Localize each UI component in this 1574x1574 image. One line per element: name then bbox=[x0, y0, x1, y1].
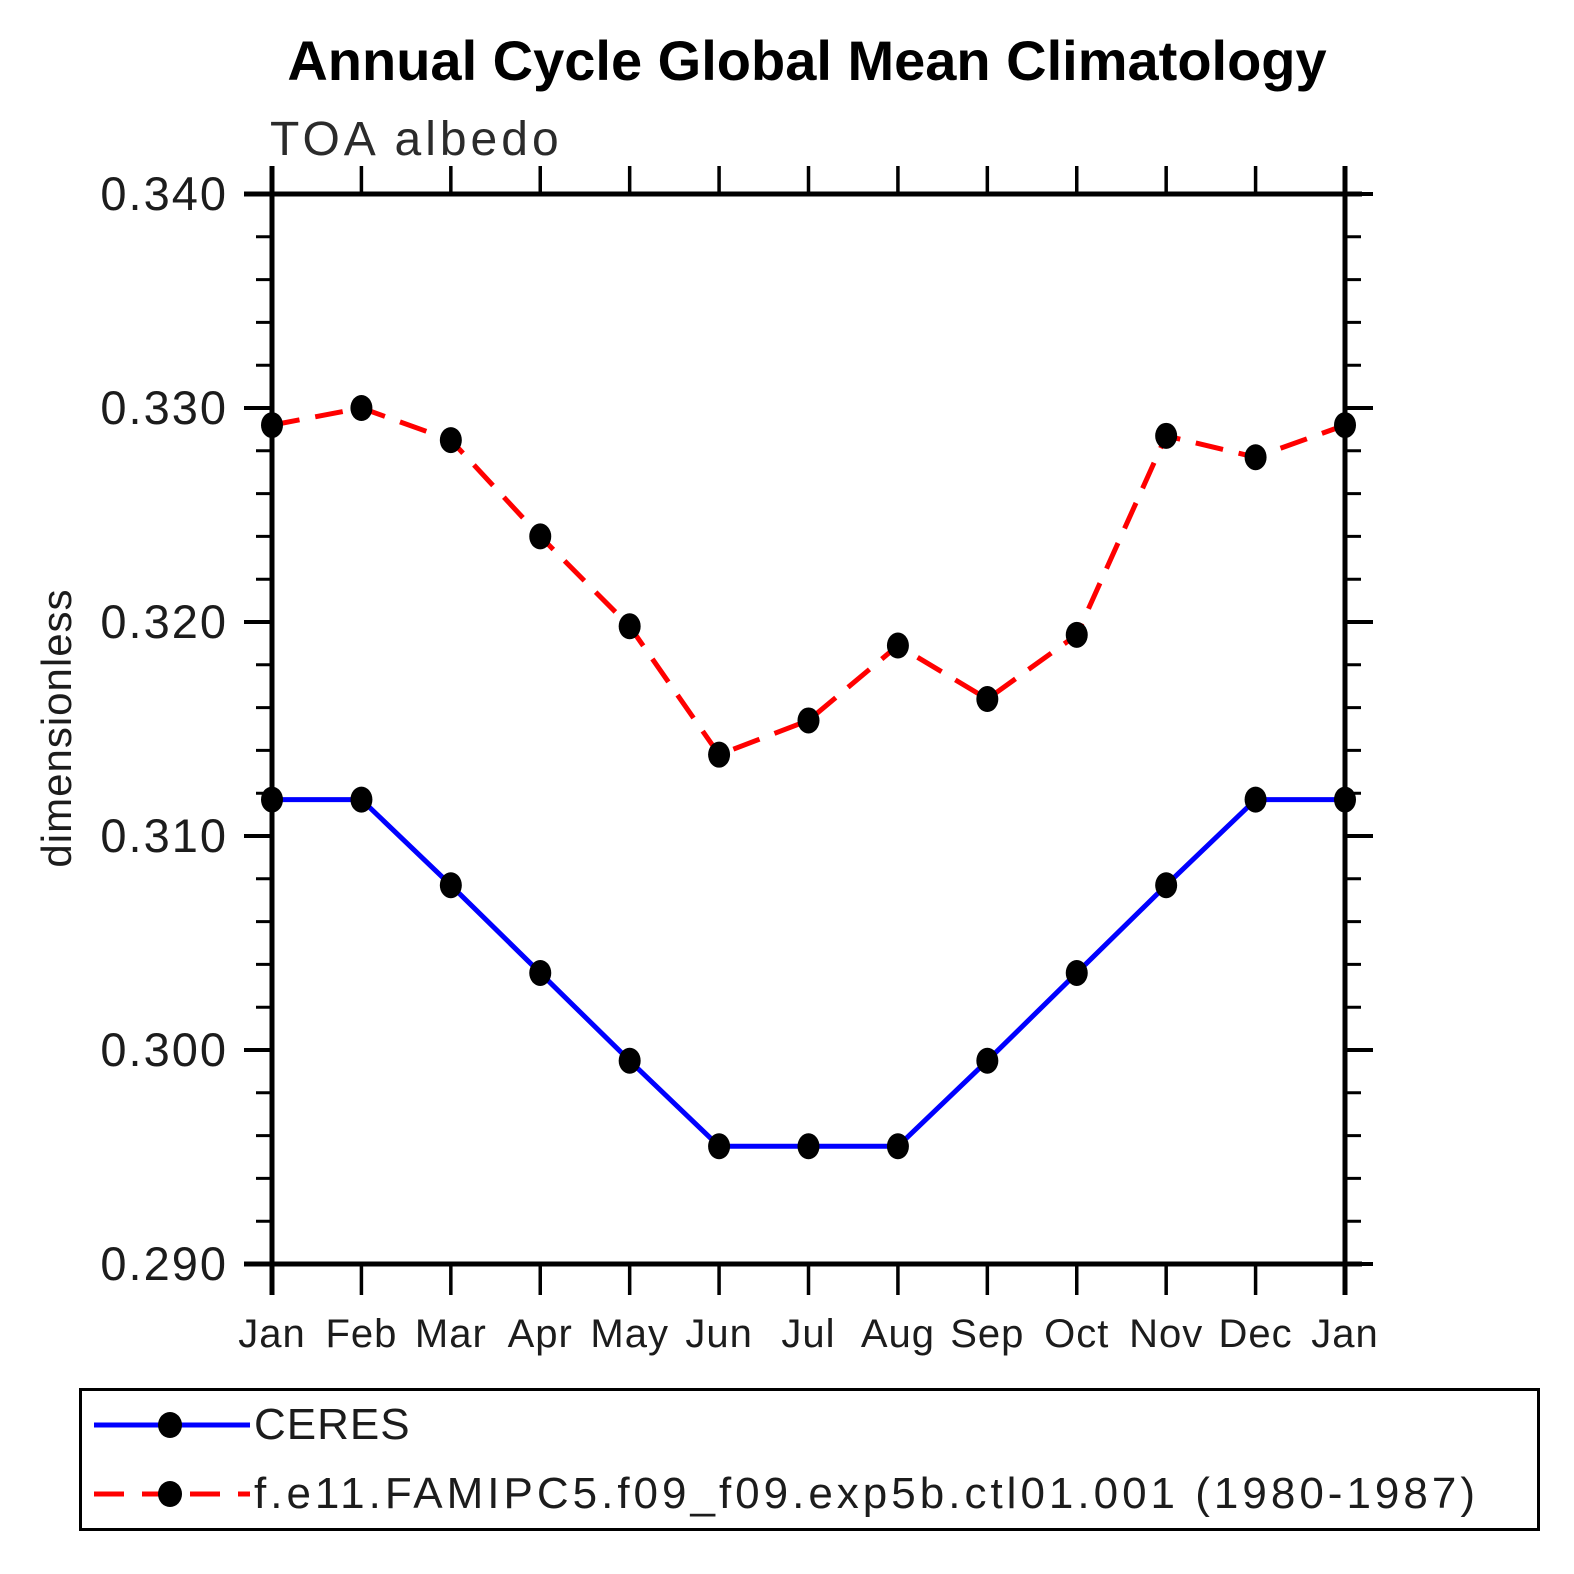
x-tick-label: Mar bbox=[415, 1312, 487, 1356]
model-data-point-marker bbox=[976, 686, 999, 713]
ceres-data-point-marker bbox=[439, 872, 462, 899]
y-tick-label: 0.330 bbox=[100, 381, 228, 434]
y-tick-label: 0.290 bbox=[100, 1237, 228, 1290]
y-tick-label: 0.320 bbox=[100, 595, 228, 648]
y-tick-label: 0.340 bbox=[100, 167, 228, 220]
model-data-point-marker bbox=[1244, 444, 1267, 471]
x-tick-label: Jun bbox=[685, 1312, 753, 1356]
ceres-data-point-marker bbox=[1244, 786, 1267, 813]
x-tick-label: Jan bbox=[238, 1312, 306, 1356]
series-model-line bbox=[271, 405, 1346, 758]
series-ceres-line bbox=[272, 797, 1345, 1149]
x-tick-label: May bbox=[590, 1312, 669, 1356]
model-data-point-marker bbox=[1155, 422, 1178, 449]
legend-box: CERES f.e11.FAMIPC5.f09_f09.exp5b.ctl01.… bbox=[79, 1388, 1540, 1531]
legend-dashed-line-icon bbox=[94, 1480, 250, 1507]
model-data-point-marker bbox=[618, 613, 641, 640]
x-tick-label: Sep bbox=[950, 1312, 1024, 1356]
ceres-data-point-marker bbox=[618, 1047, 641, 1074]
model-data-point-marker bbox=[708, 741, 731, 768]
ceres-data-point-marker bbox=[1155, 872, 1178, 899]
x-tick-label: Aug bbox=[861, 1312, 935, 1356]
ceres-data-point-marker bbox=[350, 786, 373, 813]
ceres-data-point-marker bbox=[261, 786, 283, 813]
ceres-data-point-marker bbox=[886, 1133, 909, 1160]
legend-label-model: f.e11.FAMIPC5.f09_f09.exp5b.ctl01.001 (1… bbox=[254, 1468, 1479, 1518]
legend-item-ceres: CERES bbox=[90, 1395, 1537, 1455]
ceres-data-point-marker bbox=[529, 959, 552, 986]
x-tick-label: Apr bbox=[508, 1312, 573, 1356]
x-tick-label: Jul bbox=[781, 1312, 835, 1356]
ceres-data-point-marker bbox=[1334, 786, 1356, 813]
legend-solid-line-icon bbox=[94, 1412, 250, 1439]
ceres-data-point-marker bbox=[708, 1133, 731, 1160]
x-tick-label: Jan bbox=[1311, 1312, 1379, 1356]
model-data-point-marker bbox=[886, 632, 909, 659]
legend-item-model: f.e11.FAMIPC5.f09_f09.exp5b.ctl01.001 (1… bbox=[90, 1464, 1537, 1524]
x-tick-label: Oct bbox=[1044, 1312, 1109, 1356]
model-data-point-marker bbox=[1065, 621, 1088, 648]
x-tick-label: Dec bbox=[1219, 1312, 1293, 1356]
model-data-point-marker bbox=[350, 395, 373, 421]
ceres-data-point-marker bbox=[976, 1047, 999, 1074]
model-data-point-marker bbox=[261, 412, 283, 439]
x-tick-label: Nov bbox=[1129, 1312, 1203, 1356]
legend-label-ceres: CERES bbox=[254, 1400, 411, 1450]
model-data-point-marker bbox=[439, 427, 462, 454]
model-data-point-marker bbox=[797, 707, 820, 734]
model-data-point-marker bbox=[1334, 412, 1356, 439]
y-tick-label: 0.310 bbox=[100, 809, 228, 862]
plot-subtitle: TOA albedo bbox=[270, 113, 563, 166]
model-data-point-marker bbox=[529, 523, 552, 550]
x-tick-label: Feb bbox=[325, 1312, 397, 1356]
y-tick-label: 0.300 bbox=[100, 1023, 228, 1076]
ceres-data-point-marker bbox=[1065, 959, 1088, 986]
page-title: Annual Cycle Global Mean Climatology bbox=[287, 29, 1327, 92]
ceres-data-point-marker bbox=[797, 1133, 820, 1160]
